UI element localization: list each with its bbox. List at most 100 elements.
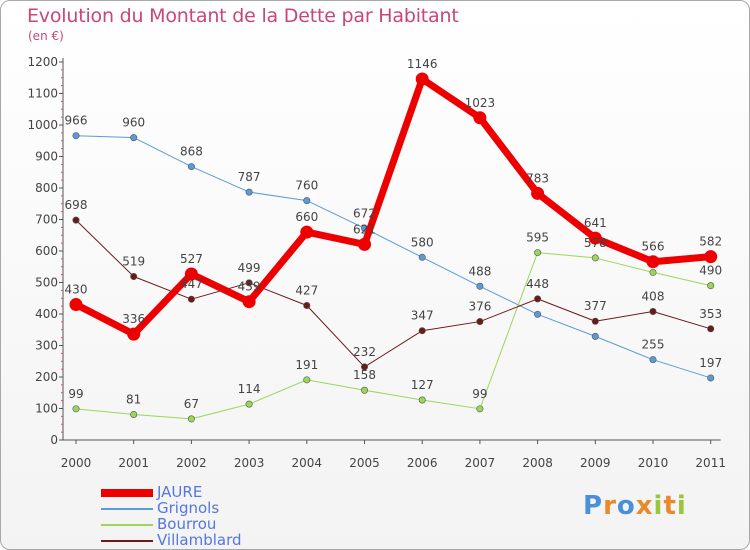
data-point-bourrou — [418, 396, 426, 404]
x-tick-label: 2006 — [407, 456, 438, 470]
data-point-villamblard — [303, 301, 311, 309]
data-label: 698 — [65, 198, 88, 212]
data-label: 580 — [411, 235, 434, 249]
data-point-grignols — [418, 253, 426, 261]
legend-label: Bourrou — [157, 515, 217, 533]
data-label: 353 — [699, 307, 722, 321]
legend-label: Grignols — [157, 499, 220, 517]
data-label: 114 — [238, 382, 261, 396]
data-point-jaure — [473, 111, 487, 125]
data-label: 158 — [353, 368, 376, 382]
x-tick-label: 2011 — [695, 456, 726, 470]
data-label: 660 — [295, 210, 318, 224]
y-tick-label: 200 — [35, 370, 58, 384]
data-label: 197 — [699, 356, 722, 370]
data-label: 377 — [584, 299, 607, 313]
data-point-grignols — [591, 332, 599, 340]
x-tick-label: 2010 — [638, 456, 669, 470]
data-label: 99 — [472, 387, 487, 401]
legend-swatch — [101, 508, 153, 510]
data-point-villamblard — [72, 216, 80, 224]
data-point-grignols — [187, 163, 195, 171]
data-label: 672 — [353, 206, 376, 220]
axes: 0 100 200 300 400 500 600 700 800 900 1000 1100 1200… — [27, 55, 726, 470]
data-point-villamblard — [360, 363, 368, 371]
data-label: 490 — [699, 264, 722, 278]
data-label: 430 — [65, 283, 88, 297]
legend-swatch — [101, 540, 153, 542]
data-point-jaure — [588, 231, 602, 245]
data-point-grignols — [72, 132, 80, 140]
data-label: 376 — [468, 300, 491, 314]
series-line-villamblard — [75, 219, 712, 368]
logo-letter: r — [603, 491, 617, 521]
series-line-jaure — [72, 75, 715, 338]
data-point-bourrou — [72, 405, 80, 413]
chart-title: Evolution du Montant de la Dette par Hab… — [27, 5, 459, 27]
data-label: 232 — [353, 345, 376, 359]
data-point-bourrou — [130, 410, 138, 418]
data-point-grignols — [534, 310, 542, 318]
logo-letter: P — [583, 491, 604, 521]
data-label: 499 — [238, 261, 261, 275]
data-label: 488 — [468, 264, 491, 278]
data-label: 347 — [411, 309, 434, 323]
x-tick-label: 2002 — [176, 456, 207, 470]
x-tick-label: 2007 — [465, 456, 496, 470]
data-label: 595 — [526, 231, 549, 245]
data-point-villamblard — [187, 295, 195, 303]
data-point-villamblard — [591, 317, 599, 325]
data-point-villamblard — [707, 325, 715, 333]
data-label: 439 — [238, 280, 261, 294]
chart-subtitle: (en €) — [28, 29, 64, 43]
data-point-bourrou — [534, 249, 542, 257]
y-tick-label: 100 — [35, 402, 58, 416]
y-tick-label: 0 — [50, 433, 58, 447]
data-label: 578 — [584, 236, 607, 250]
y-tick-label: 300 — [35, 339, 58, 353]
data-label: 1023 — [465, 96, 496, 110]
legend-label: Villamblard — [157, 531, 242, 549]
data-label: 255 — [642, 338, 665, 352]
data-label: 519 — [122, 255, 145, 269]
data-point-grignols — [303, 197, 311, 205]
y-tick-label: 600 — [35, 244, 58, 258]
y-tick-label: 1200 — [27, 55, 58, 69]
data-point-bourrou — [591, 254, 599, 262]
data-point-villamblard — [418, 327, 426, 335]
y-tick-label: 1000 — [27, 118, 58, 132]
logo-letter: x — [635, 491, 654, 521]
y-tick-label: 1100 — [27, 87, 58, 101]
data-label: 787 — [238, 170, 261, 184]
data-point-villamblard — [130, 273, 138, 281]
data-point-jaure — [242, 295, 256, 309]
x-tick-label: 2009 — [580, 456, 611, 470]
data-label: 1146 — [407, 57, 438, 71]
data-point-grignols — [245, 188, 253, 196]
logo-letter: i — [676, 491, 687, 521]
series-lines — [69, 72, 718, 423]
data-point-bourrou — [187, 415, 195, 423]
data-point-grignols — [649, 356, 657, 364]
data-label: 783 — [526, 171, 549, 185]
data-point-grignols — [130, 134, 138, 142]
data-point-grignols — [707, 374, 715, 382]
data-point-jaure — [415, 72, 429, 86]
proxiti-logo: Proxiti — [583, 491, 687, 521]
data-label: 621 — [353, 222, 376, 236]
data-label: 336 — [122, 312, 145, 326]
data-point-jaure — [300, 225, 314, 239]
data-label: 448 — [526, 277, 549, 291]
data-point-bourrou — [245, 400, 253, 408]
data-point-bourrou — [649, 268, 657, 276]
series-line-grignols — [75, 135, 712, 379]
series-line-bourrou — [75, 252, 712, 420]
data-label: 527 — [180, 252, 203, 266]
data-point-bourrou — [360, 386, 368, 394]
data-label: 447 — [180, 277, 203, 291]
logo-letter: o — [616, 491, 636, 521]
data-point-bourrou — [476, 405, 484, 413]
y-tick-label: 800 — [35, 181, 58, 195]
